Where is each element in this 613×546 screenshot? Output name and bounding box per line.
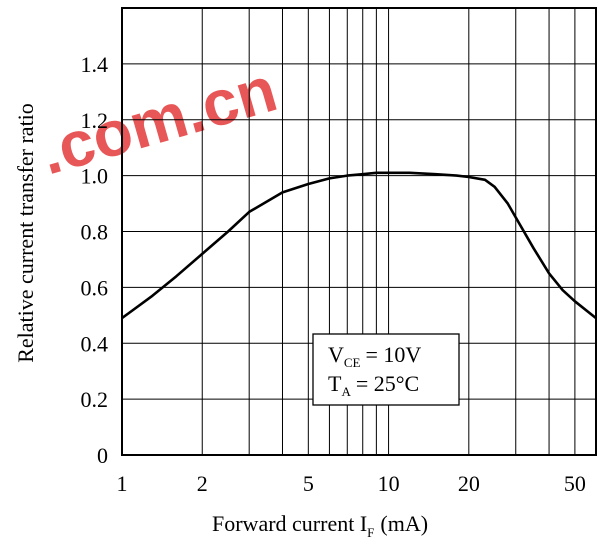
annotation-line-vce: VCE = 10V bbox=[328, 342, 421, 370]
x-axis-label-unit: (mA) bbox=[380, 511, 428, 536]
y-tick-label: 0.8 bbox=[81, 220, 109, 245]
y-tick-label: 0.4 bbox=[81, 331, 109, 356]
series-layer bbox=[121, 171, 597, 320]
y-tick-label: 1.2 bbox=[81, 108, 109, 133]
x-axis-label: Forward current IF (mA) bbox=[212, 511, 428, 540]
y-tick-label: 1.4 bbox=[81, 52, 109, 77]
y-tick-label: 0.6 bbox=[81, 275, 109, 300]
annotation-vce-subscript: CE bbox=[344, 355, 361, 370]
y-axis-label: Relative current transfer ratio bbox=[13, 103, 38, 363]
annotation-line-ta: TA = 25°C bbox=[328, 371, 419, 399]
x-tick-label: 50 bbox=[564, 471, 586, 496]
ctr-curve bbox=[121, 171, 597, 320]
annotation-border bbox=[312, 333, 460, 406]
y-tick-label: 0.2 bbox=[81, 387, 109, 412]
watermark-text: .com.cn bbox=[32, 53, 284, 189]
x-tick-label: 5 bbox=[303, 471, 314, 496]
annotation-ta-subscript: A bbox=[341, 384, 351, 399]
x-tick-label: 2 bbox=[197, 471, 208, 496]
y-tick-labels: 0 0.2 0.4 0.6 0.8 1.0 1.2 1.4 bbox=[81, 52, 109, 468]
annotation-ta-value: = 25°C bbox=[356, 371, 419, 396]
x-tick-label: 20 bbox=[458, 471, 480, 496]
y-tick-label: 0 bbox=[97, 443, 108, 468]
y-tick-label: 1.0 bbox=[81, 164, 109, 189]
plot-frame bbox=[121, 7, 597, 456]
x-tick-label: 10 bbox=[378, 471, 400, 496]
annotation-vce-value: = 10V bbox=[366, 342, 422, 367]
x-tick-labels: 1 2 5 10 20 50 bbox=[117, 471, 586, 496]
annotation-vce-symbol: V bbox=[328, 342, 344, 367]
x-tick-label: 1 bbox=[117, 471, 128, 496]
x-axis-label-subscript: F bbox=[367, 525, 374, 540]
annotation-box: VCE = 10V TA = 25°C bbox=[312, 333, 460, 406]
x-axis-label-main: Forward current I bbox=[212, 511, 367, 536]
annotation-ta-symbol: T bbox=[328, 371, 342, 396]
watermark: .com.cn bbox=[32, 53, 284, 189]
